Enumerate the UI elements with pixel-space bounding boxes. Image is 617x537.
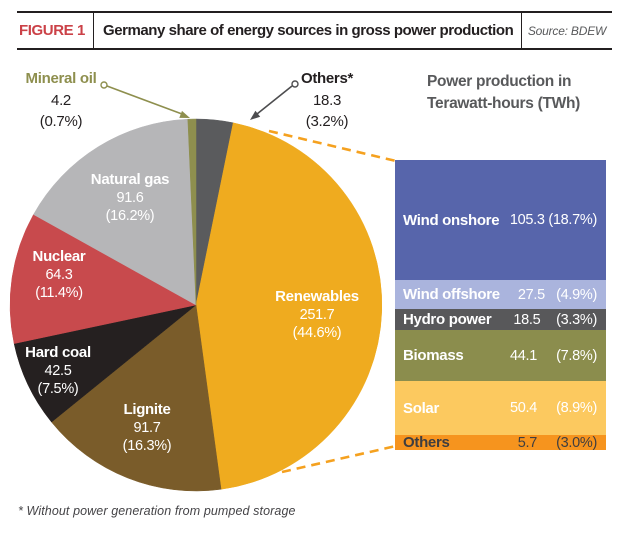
pie-label-value: 42.5 [44, 363, 72, 379]
callout-value: 4.2 [51, 91, 71, 109]
pie-slice-renewables [195, 122, 383, 490]
figure-number-label: FIGURE 1 [17, 13, 94, 48]
bar-segment-pct: (8.9%) [556, 400, 597, 416]
pie-slice-lignite [51, 304, 222, 492]
figure-title: Germany share of energy sources in gross… [103, 22, 514, 39]
pie-slice-natural-gas [33, 118, 197, 306]
pie-label-renewables: Renewables 251.7 (44.6%) [275, 288, 359, 342]
bar-segment-value: 44.1 [509, 347, 537, 364]
pie-label-hard-coal: Hard coal 42.5 (7.5%) [25, 344, 91, 398]
bar-segment-value: 5.7 [517, 434, 538, 451]
bar-segment-wind-offshore: Wind offshore 27.5 (4.9%) [395, 280, 606, 309]
pie-label-natural-gas: Natural gas 91.6 (16.2%) [90, 171, 170, 225]
mineral-oil-leader-arrow [179, 110, 190, 118]
figure-header: FIGURE 1 Germany share of energy sources… [17, 11, 612, 50]
bar-segment-value: 27.5 [517, 286, 545, 303]
others-leader-line [256, 85, 293, 115]
renewables-breakdown-bar: Wind onshore 105.3 (18.7%) Wind offshore 27.… [395, 160, 606, 451]
bar-segment-label: Others [403, 434, 450, 451]
connector-dash-bottom [281, 444, 397, 474]
breakdown-title-line1: Power production in [427, 73, 572, 90]
source-label: Source: BDEW [521, 13, 612, 48]
pie-label-value: 91.7 [133, 420, 161, 436]
pie-label-value: 91.6 [116, 190, 144, 206]
bar-segment-label: Hydro power [403, 311, 492, 328]
pie-label-value: 251.7 [299, 307, 335, 323]
pie-label-pct: (7.5%) [37, 381, 79, 397]
pie-label-name: Hard coal [25, 344, 91, 361]
bar-segment-pct: (3.3%) [556, 311, 597, 328]
pie-label-pct: (11.4%) [35, 285, 83, 301]
others-leader-circle [291, 80, 299, 88]
bar-segment-label: Wind offshore [403, 286, 500, 303]
pie-label-lignite: Lignite 91.7 (16.3%) [123, 401, 172, 455]
pie-label-name: Renewables [275, 288, 359, 305]
bar-segment-pct: (18.7%) [548, 212, 597, 228]
pie-slice-nuclear [9, 214, 197, 344]
pie-label-name: Natural gas [90, 171, 170, 188]
callout-value: 18.3 [313, 91, 341, 109]
bar-segment-biomass: Biomass 44.1 (7.8%) [395, 330, 606, 381]
bar-segment-pct: (7.8%) [556, 347, 597, 364]
callout-name: Mineral oil [25, 70, 97, 87]
pie-label-name: Lignite [123, 401, 171, 418]
bar-segment-pct: (3.0%) [556, 434, 597, 451]
callout-pct: (3.2%) [305, 113, 349, 130]
bar-segment-others: Others 5.7 (3.0%) [395, 434, 606, 451]
callout-label-others: Others* 18.3 (3.2%) [301, 68, 353, 133]
bar-segment-label: Solar [403, 399, 440, 417]
pie-label-value: 64.3 [45, 267, 73, 283]
connector-dash-top [268, 129, 397, 163]
bar-segment-hydro-power: Hydro power 18.5 (3.3%) [395, 309, 606, 330]
bar-segment-label: Wind onshore [403, 211, 500, 229]
pie-label-pct: (16.3%) [122, 438, 172, 454]
bar-segment-value: 18.5 [513, 311, 541, 328]
mineral-oil-leader-line [106, 85, 183, 115]
pie-label-pct: (16.2%) [105, 208, 155, 224]
bar-segment-value: 50.4 [509, 400, 537, 416]
bar-segment-label: Biomass [403, 347, 464, 364]
pie-label-name: Nuclear [32, 248, 86, 265]
callout-label-mineral-oil: Mineral oil 4.2 (0.7%) [26, 68, 97, 133]
bar-segment-value: 105.3 [509, 212, 545, 228]
bar-segment-wind-onshore: Wind onshore 105.3 (18.7%) [395, 160, 606, 280]
footnote: * Without power generation from pumped s… [18, 504, 296, 518]
callout-name: Others* [300, 70, 354, 87]
callout-pct: (0.7%) [39, 113, 83, 130]
bar-segment-solar: Solar 50.4 (8.9%) [395, 381, 606, 435]
mineral-oil-leader-circle [100, 81, 108, 89]
others-leader-arrow [250, 110, 261, 120]
breakdown-title-line2: Terawatt-hours (TWh) [427, 95, 581, 112]
breakdown-title: Power production in Terawatt-hours (TWh) [427, 71, 580, 115]
pie-label-pct: (44.6%) [292, 325, 342, 341]
pie-slice-mineral-oil [187, 118, 197, 306]
pie-label-nuclear: Nuclear 64.3 (11.4%) [33, 248, 86, 302]
bar-segment-pct: (4.9%) [556, 286, 597, 303]
